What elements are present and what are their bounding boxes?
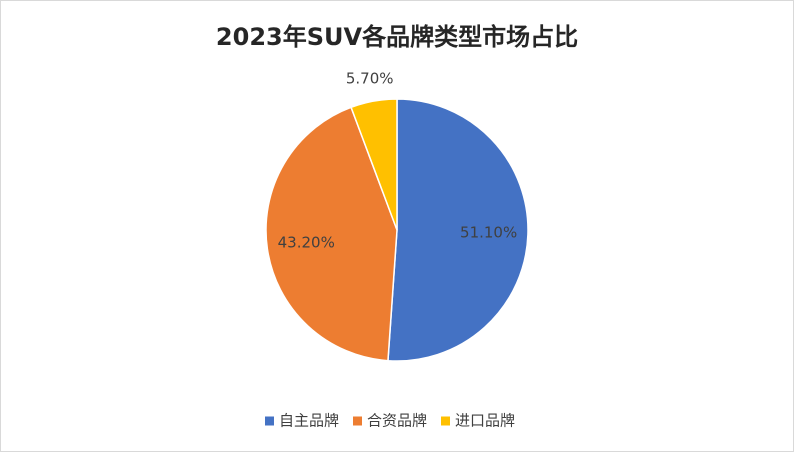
data-label: 5.70%: [346, 70, 394, 88]
legend-label: 合资品牌: [367, 412, 427, 430]
legend-swatch: [265, 416, 274, 426]
pie-slice: [387, 98, 529, 362]
pie-slice: [265, 106, 398, 362]
chart-title: 2023年SUV各品牌类型市场占比: [216, 23, 578, 51]
data-label: 51.10%: [460, 224, 517, 242]
legend-label: 进口品牌: [455, 412, 515, 430]
legend-label: 自主品牌: [279, 412, 339, 430]
data-label: 43.20%: [278, 234, 335, 252]
legend-swatch: [353, 416, 362, 426]
pie-slice: [350, 98, 398, 231]
legend-swatch: [441, 416, 450, 426]
